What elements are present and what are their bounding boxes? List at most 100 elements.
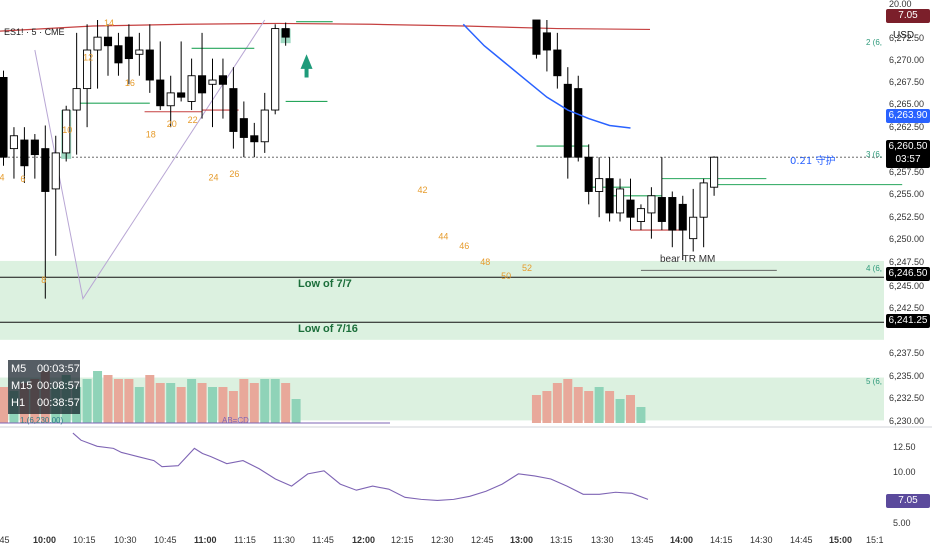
time-axis-tick: 10:45 xyxy=(154,535,177,545)
abcd-drawing-line xyxy=(34,19,266,300)
last-price-tag: 6,260.50 xyxy=(888,141,928,152)
volume-bar xyxy=(542,391,552,423)
time-axis-tick: 11:00 xyxy=(194,535,217,545)
candle-body xyxy=(0,76,8,158)
price-axis-tick: 6,255.00 xyxy=(889,189,924,199)
candle-body xyxy=(72,88,81,111)
price-axis-tick: 6,270.00 xyxy=(889,55,924,65)
currency-label[interactable]: USD xyxy=(893,30,915,41)
fib-level-2-label: 2 (6, xyxy=(866,38,883,47)
timer-timeframe: M5 xyxy=(11,363,27,375)
symbol-exchange: CME xyxy=(44,27,65,37)
guard-label: 0.21 守护 xyxy=(790,156,836,167)
volume-bar xyxy=(187,379,197,423)
bar-count-label: 50 xyxy=(501,271,511,281)
timer-value: 00:08:57 xyxy=(37,380,80,392)
candle-body xyxy=(166,92,175,107)
symbol-interval: 5 xyxy=(31,27,37,37)
candle-body xyxy=(124,36,133,60)
bar-count-label: 16 xyxy=(125,78,135,88)
time-axis-tick: 11:45 xyxy=(312,535,334,545)
volume-bar xyxy=(93,371,103,423)
bar-count-label: 18 xyxy=(146,129,156,139)
symbol-separator: · xyxy=(39,27,45,37)
bar-count-label: 44 xyxy=(438,232,448,242)
candle-body xyxy=(271,28,280,111)
symbol-name: ES1! xyxy=(4,27,24,37)
candle-body xyxy=(553,49,562,77)
oscillator-axis-tick: 5.00 xyxy=(893,518,911,528)
candle-body xyxy=(574,88,583,158)
time-axis-tick: 12:45 xyxy=(471,535,494,545)
candle-body xyxy=(83,49,92,90)
candle-body xyxy=(9,135,19,150)
candle-body xyxy=(584,156,593,192)
candle-body xyxy=(250,135,259,143)
bar-count-label: 4 xyxy=(0,172,5,182)
price-axis-tick: 6,245.00 xyxy=(889,281,924,291)
price-axis-tick: 6,272.50 xyxy=(889,33,924,43)
volume-bar xyxy=(166,383,176,423)
timer-row: H1 00:38:57 xyxy=(11,395,81,411)
candle-body xyxy=(41,148,50,192)
bar-count-label: 14 xyxy=(104,18,114,28)
volume-bar xyxy=(249,383,259,423)
candle-body xyxy=(218,75,228,85)
time-axis-tick: 15:1 xyxy=(866,535,884,545)
candle-body xyxy=(208,79,217,85)
time-axis-tick: 11:15 xyxy=(234,535,256,545)
time-axis-tick: 13:00 xyxy=(510,535,533,545)
volume-bar xyxy=(584,391,594,423)
time-axis-tick: 13:15 xyxy=(550,535,573,545)
volume-bar xyxy=(531,395,541,423)
timer-timeframe: H1 xyxy=(11,397,26,409)
oscillator-axis-tick: 12.50 xyxy=(893,442,916,452)
time-axis-tick: 14:30 xyxy=(750,535,773,545)
symbol-separator: · xyxy=(26,27,32,37)
bar-count-label: 46 xyxy=(459,241,469,251)
price-axis-tick: 6,267.50 xyxy=(889,77,924,87)
bar-count-label: 22 xyxy=(188,115,198,125)
oscillator-line xyxy=(72,432,649,501)
top-indicator-tag: 7.05 xyxy=(886,9,930,23)
bar-count-label: 24 xyxy=(209,172,219,182)
volume-bar xyxy=(103,375,113,423)
bar-count-label: 48 xyxy=(480,257,490,267)
bar-count-label: 20 xyxy=(167,119,177,129)
volume-bar xyxy=(197,383,207,423)
time-axis-tick: 14:45 xyxy=(790,535,813,545)
volume-bar xyxy=(626,395,635,423)
bar-count-label: 8 xyxy=(41,275,46,285)
timer-value: 00:03:57 xyxy=(37,363,80,375)
low-7-7-price-tag: 6,246.50 xyxy=(886,267,930,281)
candle-body xyxy=(229,88,238,132)
time-axis-tick: 11:30 xyxy=(273,535,295,545)
oscillator-price-tag: 7.05 xyxy=(886,494,930,508)
price-axis-tick: 20.00 xyxy=(889,0,912,9)
candle-body xyxy=(563,83,572,158)
volume-bar xyxy=(176,387,186,423)
bear-tr-mm-label: bear TR MM xyxy=(660,254,716,265)
candle-body xyxy=(51,152,60,190)
candle-body xyxy=(616,188,625,214)
candle-body xyxy=(281,28,290,38)
candle-body xyxy=(668,197,677,231)
volume-bar xyxy=(145,375,155,423)
volume-bar xyxy=(615,399,625,423)
timer-value: 00:38:57 xyxy=(37,397,80,409)
timer-panel: M5 00:03:57 M15 00:08:57 H1 00:38:57 xyxy=(8,360,80,414)
candle-body xyxy=(114,45,123,64)
candle-body xyxy=(678,203,687,231)
oscillator-axis-tick: 10.00 xyxy=(893,467,916,477)
volume-bar xyxy=(281,383,291,423)
symbol-header[interactable]: ES1! · 5 · CME xyxy=(4,27,65,37)
ema-line xyxy=(462,23,631,129)
timer-timeframe: M15 xyxy=(11,380,33,392)
price-axis-tick: 6,232.50 xyxy=(889,393,924,403)
time-axis-tick: 13:30 xyxy=(591,535,614,545)
time-axis-tick: 10:15 xyxy=(73,535,96,545)
candle-body xyxy=(145,49,154,81)
candle-body xyxy=(657,197,666,222)
time-axis-tick: 13:45 xyxy=(631,535,654,545)
